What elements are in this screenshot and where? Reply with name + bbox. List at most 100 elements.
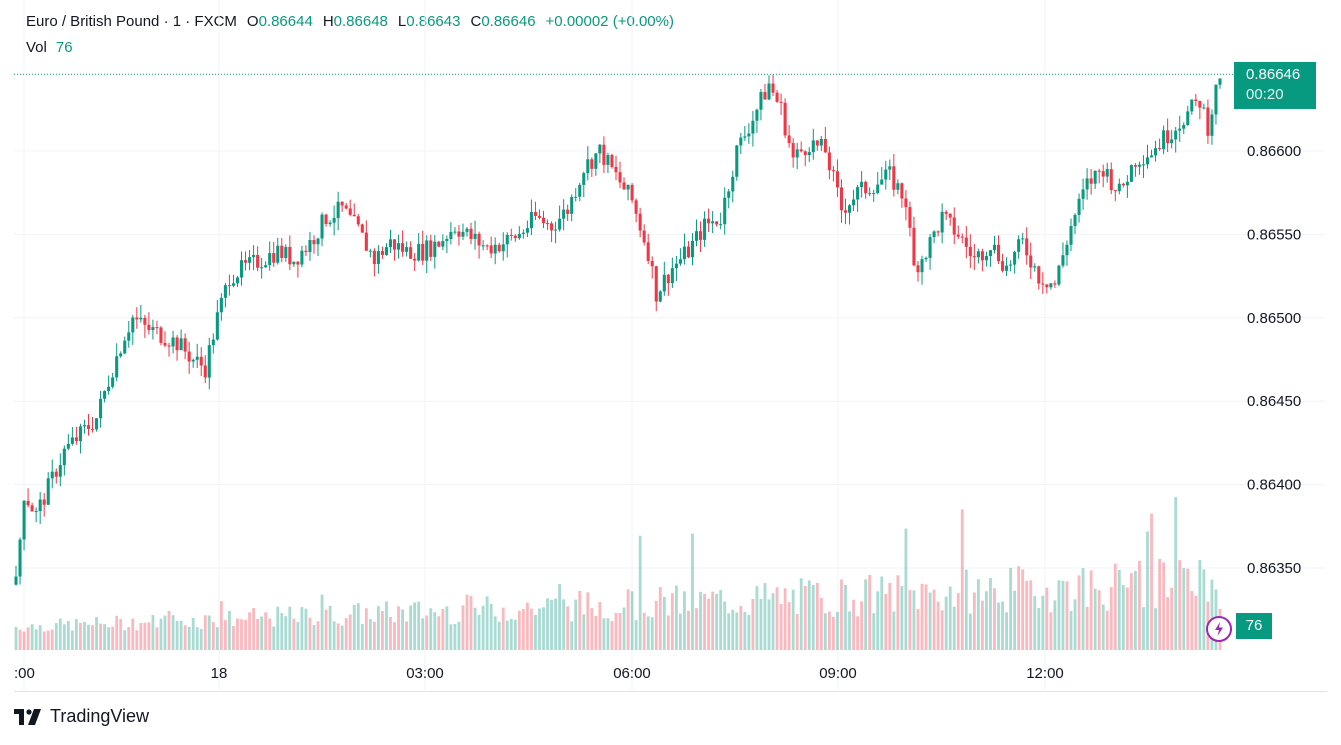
volume-bar [586, 592, 590, 650]
candle-body [429, 240, 433, 257]
candle-body [1109, 169, 1113, 191]
candle-body [900, 183, 904, 199]
volume-bar [1037, 608, 1041, 650]
volume-bar [803, 585, 807, 650]
volume-bar [900, 586, 904, 650]
x-tick-label: 06:00 [613, 665, 651, 682]
candle-body [888, 166, 892, 170]
candle-body [650, 260, 654, 267]
volume-bar [791, 589, 795, 650]
volume-bar [70, 630, 74, 650]
volume-bar [493, 616, 497, 650]
candle-body [525, 228, 529, 233]
volume-bar [763, 583, 767, 650]
volume-bar [542, 607, 545, 650]
candle-body [1065, 244, 1069, 256]
candle-body [533, 212, 537, 216]
candle-body [932, 231, 936, 238]
candle-body [376, 251, 380, 265]
volume-bar [497, 621, 501, 650]
volume-bar [1190, 591, 1194, 650]
volume-bar [316, 621, 320, 650]
volume-bar [856, 616, 859, 650]
tradingview-icon [14, 708, 41, 725]
candle-body [630, 184, 634, 201]
volume-bar [1166, 597, 1170, 650]
volume-bar [252, 607, 255, 650]
volume-bar [1101, 604, 1105, 650]
volume-bar [58, 618, 62, 650]
volume-bar [485, 596, 489, 650]
y-tick-label: 0.86550 [1247, 226, 1301, 243]
y-tick-label: 0.86500 [1247, 310, 1301, 327]
candle-body [864, 181, 868, 194]
volume-bar [1194, 595, 1198, 650]
candle-body [26, 500, 30, 506]
volume-bar [827, 611, 831, 650]
y-tick-label: 0.86400 [1247, 477, 1301, 494]
candle-body [1162, 130, 1166, 150]
brand-name: TradingView [50, 706, 150, 726]
candle-body [590, 159, 594, 169]
volume-bar [115, 615, 119, 650]
lightning-icon[interactable] [1206, 616, 1232, 642]
candle-body [1013, 251, 1017, 265]
candle-body [884, 169, 888, 180]
volume-bar [421, 618, 425, 650]
volume-bar [211, 622, 215, 650]
volume-bar [1202, 569, 1206, 650]
candle-body [980, 251, 984, 261]
candle-body [360, 224, 364, 233]
candle-body [1001, 261, 1005, 271]
volume-bar [1061, 580, 1065, 650]
candle-body [642, 230, 646, 243]
candle-body [823, 138, 827, 153]
candle-body [731, 176, 735, 192]
volume-label[interactable]: Vol [26, 39, 47, 56]
candle-body [195, 356, 199, 360]
volume-bar [916, 609, 920, 650]
volume-bar [433, 612, 437, 650]
candle-body [1170, 139, 1174, 144]
candle-body [1178, 128, 1182, 131]
volume-bar [1121, 585, 1125, 650]
candle-body [848, 205, 852, 213]
volume-bar [944, 596, 948, 650]
y-tick-label: 0.86600 [1247, 143, 1301, 160]
volume-bar [1065, 581, 1069, 650]
volume-bar [50, 629, 54, 650]
candle-body [948, 213, 952, 218]
candle-body [715, 221, 719, 225]
candle-body [860, 181, 864, 188]
candle-body [50, 471, 54, 479]
volume-bar [602, 618, 606, 650]
volume-bar [626, 589, 630, 650]
volume-bar [405, 621, 409, 650]
tradingview-logo[interactable]: TradingView [14, 706, 149, 727]
candle-body [268, 253, 272, 266]
symbol-title[interactable]: Euro / British Pound · 1 · FXCM [26, 13, 237, 30]
volume-bar [787, 602, 791, 650]
volume-bar [530, 608, 533, 650]
volume-bar [87, 624, 90, 650]
candle-body [248, 257, 252, 263]
volume-bar [997, 602, 1000, 650]
candle-body [99, 398, 103, 419]
candle-body [1129, 165, 1133, 182]
volume-bar [163, 615, 167, 650]
volume-bar [348, 614, 352, 650]
candle-body [876, 184, 880, 194]
volume-bar [288, 606, 292, 650]
x-tick-label: 09:00 [819, 665, 857, 682]
candle-body [723, 197, 727, 225]
candle-body [839, 187, 844, 211]
candle-body [690, 240, 695, 258]
candle-body [529, 212, 533, 229]
volume-bar [1125, 587, 1129, 650]
volume-bar [1097, 590, 1101, 650]
volume-bar [489, 603, 493, 650]
candle-body [550, 223, 554, 231]
candle-body [151, 327, 155, 331]
volume-bar [936, 601, 940, 650]
